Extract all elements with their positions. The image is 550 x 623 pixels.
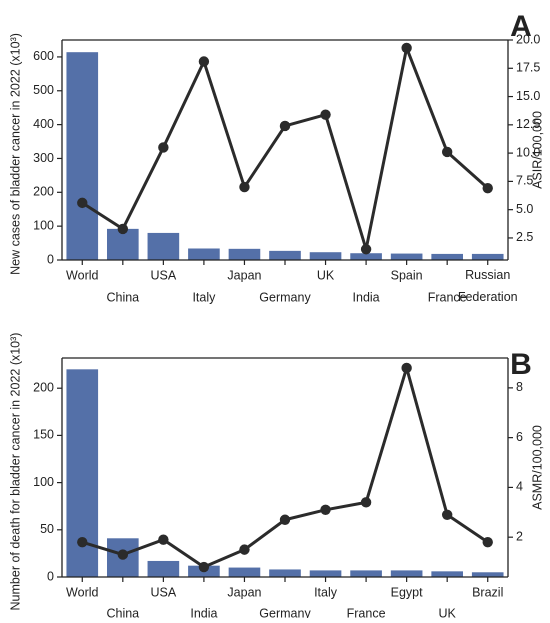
y2-tick-label: 7.5 [516, 174, 533, 188]
line-point-india [360, 244, 372, 255]
chart-panel-B: B 0 50 100 150 200 2 4 6 8 World China USA India Japan… [8, 333, 544, 621]
y-tick-label: 500 [33, 83, 54, 97]
bar-italy [188, 248, 220, 260]
line-point-germany [279, 120, 291, 132]
bar-japan [228, 248, 261, 260]
y2-tick-label: 6 [516, 430, 523, 444]
line-point-russian-federation [482, 182, 493, 194]
x-tick-label: USA [151, 268, 177, 282]
bar-france [350, 570, 382, 577]
x-tick-label: World [66, 585, 98, 599]
x-tick-label: China [106, 290, 139, 304]
bar-russian-federation [471, 253, 504, 260]
y-tick-label: 50 [40, 522, 54, 536]
x-tick-label: Brazil [472, 585, 503, 599]
line-point-italy [198, 56, 210, 67]
x-tick-label: France [428, 290, 467, 304]
x-tick-label: UK [438, 606, 456, 618]
line-point-france [360, 497, 372, 508]
x-tick-label: Egypt [391, 585, 423, 599]
y-tick-label: 400 [33, 117, 54, 131]
bar-india [350, 253, 382, 260]
line-point-china [117, 549, 129, 560]
y-tick-label: 150 [33, 428, 54, 442]
panel-letter: B [510, 348, 532, 381]
y2-tick-label: 15.0 [516, 89, 540, 103]
line-point-japan [239, 544, 250, 555]
chart-panel-A: A 0 100 200 300 400 500 600 2.5 5.0 7.5 10.0 12.5 15.… [8, 10, 544, 304]
bar-italy [309, 570, 342, 577]
bar-brazil [471, 572, 504, 577]
line-point-uk [441, 509, 453, 520]
x-tick-label: Italy [314, 585, 338, 599]
y2-tick-label: 8 [516, 380, 523, 394]
x-tick-label: UK [317, 268, 335, 282]
line-point-usa [158, 142, 169, 153]
bar-world [66, 52, 99, 260]
x-tick-label: USA [151, 585, 177, 599]
x-tick-label: Germany [259, 290, 311, 304]
x-tick-label: India [190, 606, 217, 618]
y2-tick-label: 10.0 [516, 145, 540, 159]
x-tick-label: India [353, 290, 380, 304]
y-tick-label: 600 [33, 49, 54, 63]
y-axis-title: Number of death for bladder cancer in 20… [8, 333, 22, 611]
line-series [81, 46, 489, 251]
x-tick-label-line: Federation [458, 290, 518, 304]
bar-germany [269, 569, 301, 577]
line-point-japan [239, 181, 250, 193]
bar-usa [147, 232, 180, 260]
x-tick-label: Germany [259, 606, 311, 618]
line-point-uk [320, 109, 331, 120]
bar-japan [228, 567, 261, 577]
line-point-spain [401, 42, 412, 54]
line-point-world [77, 197, 88, 209]
y2-tick-label: 5.0 [516, 202, 533, 216]
bar-spain [390, 253, 423, 260]
y2-axis-title: ASMR/100,000 [530, 425, 544, 510]
y2-axis-title: ASIR/100,000 [530, 111, 544, 189]
panel-letter: A [510, 10, 532, 43]
y-axis-title: New cases of bladder cancer in 2022 (x10… [8, 33, 22, 275]
bar-germany [269, 250, 301, 260]
x-tick-label: Spain [391, 268, 423, 282]
x-tick-label: Japan [227, 268, 261, 282]
x-tick-label: China [106, 606, 139, 618]
bar-egypt [390, 570, 423, 577]
y-tick-label: 0 [47, 569, 54, 583]
line-point-world [77, 536, 88, 548]
line-point-egypt [401, 362, 412, 374]
y2-tick-label: 2 [516, 529, 523, 543]
x-tick-label: Japan [227, 585, 261, 599]
line-point-brazil [482, 536, 493, 548]
line-series [81, 366, 489, 569]
bar-usa [147, 560, 180, 577]
x-tick-label: France [347, 606, 386, 618]
x-tick-label-line: Russian [465, 268, 510, 282]
line-point-france [441, 146, 453, 158]
y-tick-label: 200 [33, 381, 54, 395]
bar-uk [431, 571, 463, 577]
line-point-germany [279, 514, 291, 525]
line-point-china [117, 223, 129, 235]
y2-tick-label: 2.5 [516, 230, 533, 244]
x-tick-label: Italy [192, 290, 216, 304]
bar-uk [309, 252, 342, 260]
y-tick-label: 100 [33, 475, 54, 489]
bar-france [431, 253, 463, 260]
line-point-italy [320, 504, 331, 516]
y-tick-label: 0 [47, 252, 54, 266]
y2-tick-label: 17.5 [516, 61, 540, 75]
y2-tick-label: 12.5 [516, 117, 540, 131]
line-point-india [198, 561, 210, 573]
x-tick-label: World [66, 268, 98, 282]
y-tick-label: 100 [33, 218, 54, 232]
y2-tick-label: 20.0 [516, 32, 540, 46]
y2-tick-label: 4 [516, 480, 523, 494]
x-tick-label: Russian Federation [458, 268, 518, 304]
y-tick-label: 300 [33, 151, 54, 165]
line-point-usa [158, 534, 169, 545]
y-tick-label: 200 [33, 185, 54, 199]
